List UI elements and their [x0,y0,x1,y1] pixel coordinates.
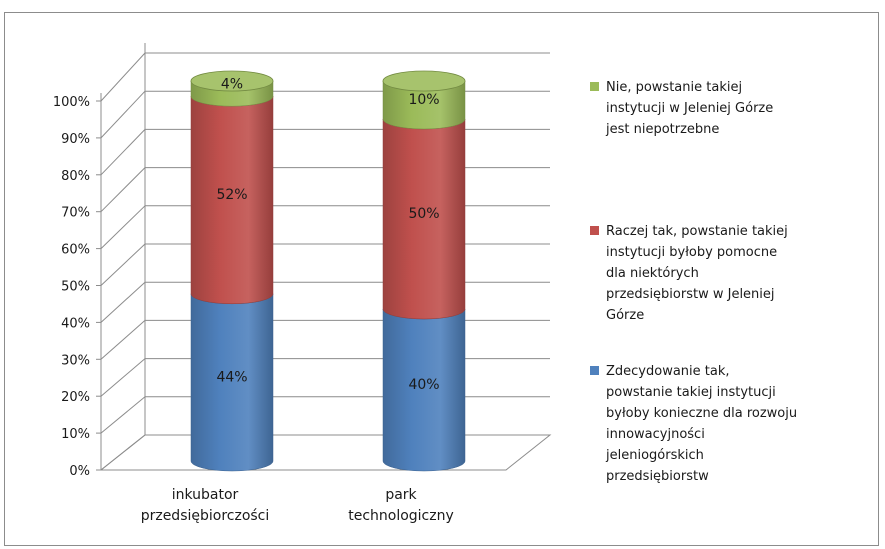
legend-label-yes: byłoby konieczne dla rozwoju [606,406,797,421]
chart-floor [99,434,552,471]
legend-label-yes: jeleniogórskich [605,448,704,463]
data-label-no: 4% [221,77,243,93]
gridline-diagonal [100,167,146,213]
stacked-cylinder-chart: 0% 10% 20% 30% 40% 50% 60% 70% 80% 90% 100% 44% 52%… [53,43,797,524]
data-label-rather: 50% [408,206,439,222]
y-tick-label: 50% [61,280,90,295]
legend-label-rather: dla niektórych [606,266,699,281]
legend-label-yes: Zdecydowanie tak, [606,364,730,379]
category-label-1: inkubator [172,487,239,503]
cylinder-2: 40% 50% 10% [382,70,466,472]
category-label-1: przedsiębiorczości [141,508,270,524]
y-tick-label: 30% [61,353,90,368]
gridline-diagonal [100,320,146,360]
legend-swatch-yes [590,366,599,375]
data-label-yes: 40% [408,377,439,393]
y-tick-label: 90% [61,132,90,147]
chart-frame: 0% 10% 20% 30% 40% 50% 60% 70% 80% 90% 100% 44% 52%… [4,12,879,546]
legend-label-yes: powstanie takiej instytucji [606,385,776,400]
legend-label-yes: innowacyjności [606,427,705,442]
cylinder-top-cap [382,70,466,92]
data-label-rather: 52% [216,187,247,203]
y-tick-label: 40% [61,316,90,331]
gridline-diagonal [100,205,146,249]
legend-swatch-no [590,82,599,91]
legend-label-rather: instytucji byłoby pomocne [606,245,777,260]
legend-label-rather: Górze [606,308,644,323]
y-tick-label: 70% [61,206,90,221]
y-tick-label: 60% [61,243,90,258]
y-tick-label: 20% [61,390,90,405]
y-tick-label: 10% [61,427,90,442]
category-label-2: technologiczny [348,508,454,524]
legend-label-no: Nie, powstanie takiej [606,80,742,95]
y-tick-label: 0% [69,464,90,479]
y-tick-label: 80% [61,169,90,184]
legend-label-no: jest niepotrzebne [605,122,719,137]
gridline-diagonal [100,243,146,286]
legend-swatch-rather [590,226,599,235]
data-label-yes: 44% [216,369,247,385]
gridline-diagonal [100,358,146,397]
legend-label-no: instytucji w Jeleniej Górze [606,101,773,116]
legend-label-yes: przedsiębiorstw [606,469,709,484]
gridline-diagonal [100,281,146,323]
legend-label-rather: przedsiębiorstw w Jeleniej [606,287,775,302]
legend-label-rather: Raczej tak, powstanie takiej [606,224,788,239]
cylinder-top-cap [190,70,274,92]
gridline-diagonal [100,90,146,139]
gridline-diagonal [100,52,146,102]
cylinder-1: 44% 52% 4% [190,70,274,472]
category-label-2: park [385,487,417,503]
gridline-diagonal [100,434,146,471]
gridline-diagonal [100,129,146,176]
data-label-no: 10% [408,92,439,108]
gridline-diagonal [100,396,146,434]
y-tick-label: 100% [53,95,90,110]
